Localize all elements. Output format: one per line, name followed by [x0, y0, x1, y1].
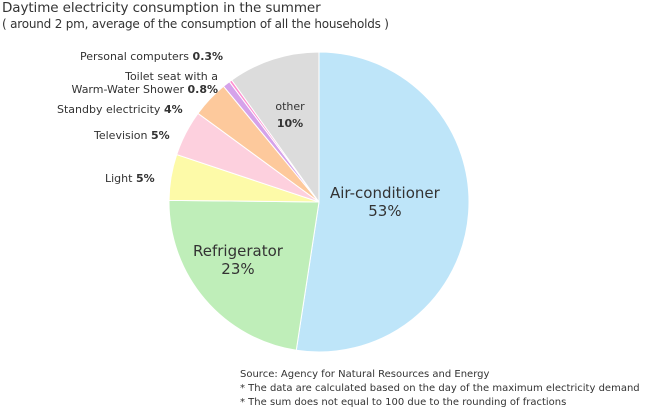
label-air-conditioner-name: Air-conditioner — [330, 184, 440, 202]
label-other-name: other — [275, 100, 305, 113]
label-light-value: 5% — [135, 172, 155, 185]
label-light-name: Light — [105, 172, 133, 185]
label-refrigerator-name: Refrigerator — [193, 242, 283, 260]
label-air-conditioner-value: 53% — [368, 202, 402, 220]
label-pc-name: Personal computers — [80, 50, 190, 63]
label-standby-value: 4% — [163, 103, 183, 116]
pie-slice-air-conditioner — [295, 51, 470, 353]
label-television-name: Television — [94, 129, 148, 142]
label-television-value: 5% — [151, 129, 170, 142]
chart-title: Daytime electricity consumption in the s… — [2, 0, 321, 16]
label-other-value: 10% — [276, 117, 304, 130]
label-light: Light 5% — [105, 172, 155, 185]
label-toilet-value: 0.8% — [187, 83, 218, 96]
label-standby-electricity: Standby electricity 4% — [57, 103, 183, 116]
source-note: Source: Agency for Natural Resources and… — [240, 369, 490, 380]
label-toilet-line2: Warm-Water Shower — [71, 83, 184, 96]
label-refrigerator: Refrigerator 23% — [193, 242, 283, 278]
label-television: Television 5% — [94, 129, 170, 142]
label-pc-value: 0.3% — [192, 50, 224, 63]
chart-subtitle: ( around 2 pm, average of the consumptio… — [2, 17, 389, 31]
label-standby-name: Standby electricity — [57, 103, 161, 116]
pie-slice-other — [230, 51, 320, 204]
footnote-1: * The data are calculated based on the d… — [240, 383, 640, 394]
label-air-conditioner: Air-conditioner 53% — [330, 184, 440, 220]
label-other: other 10% — [268, 98, 312, 132]
label-refrigerator-value: 23% — [221, 260, 255, 278]
label-toilet-line1: Toilet seat with a — [125, 70, 218, 83]
chart-notes: Source: Agency for Natural Resources and… — [240, 368, 640, 410]
label-personal-computers: Personal computers 0.3% — [80, 50, 223, 63]
footnote-2: * The sum does not equal to 100 due to t… — [240, 397, 567, 408]
pie-slice-refrigerator — [168, 199, 320, 351]
label-toilet-seat: Toilet seat with a Warm-Water Shower 0.8… — [48, 70, 218, 96]
